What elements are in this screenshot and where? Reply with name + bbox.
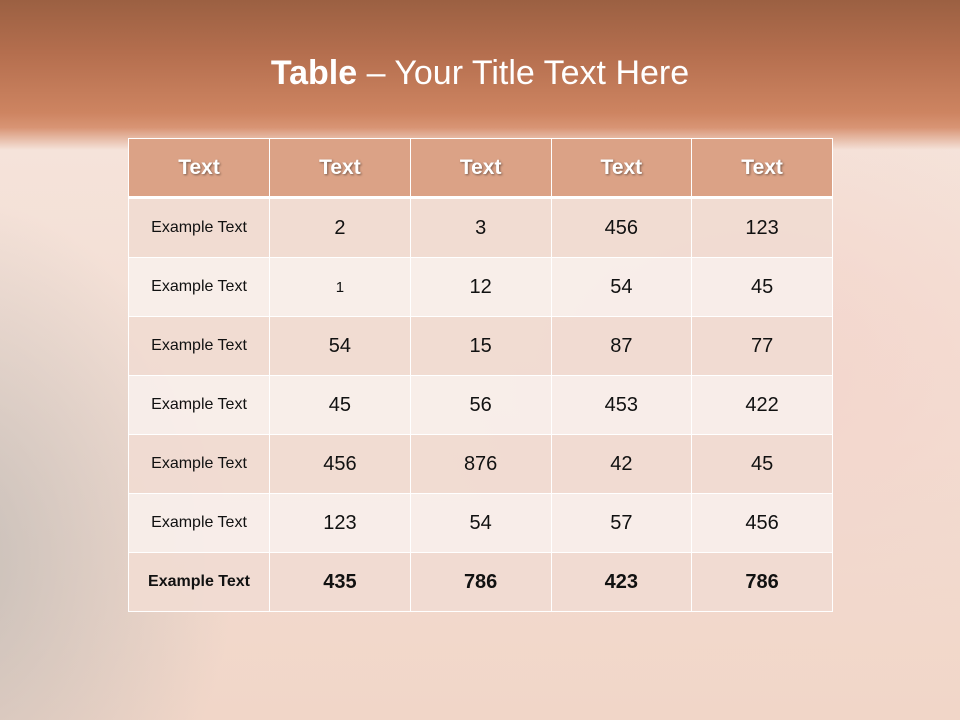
table-cell: 3 <box>409 197 552 258</box>
slide-title: Table – Your Title Text Here <box>0 54 960 93</box>
total-row: Example Text 435 786 423 786 <box>127 552 833 612</box>
table-cell: 57 <box>550 493 693 553</box>
table-cell: 54 <box>409 493 552 553</box>
table-cell: 456 <box>269 434 411 494</box>
table-cell: 1 <box>269 257 411 317</box>
title-rest: – Your Title Text Here <box>357 54 690 92</box>
table-row: Example Text 45 56 453 422 <box>127 375 833 435</box>
row-label: Example Text <box>127 316 271 376</box>
column-header: Text <box>269 138 411 199</box>
table-cell: 77 <box>691 316 833 376</box>
table-row: Example Text 54 15 87 77 <box>127 316 833 376</box>
table-cell: 435 <box>269 552 411 612</box>
table-cell: 456 <box>550 197 693 258</box>
table-cell: 56 <box>409 375 552 435</box>
table-cell: 2 <box>269 197 411 258</box>
row-label: Example Text <box>127 375 271 435</box>
table-cell: 12 <box>409 257 552 317</box>
column-header: Text <box>691 138 833 199</box>
title-band <box>0 0 960 150</box>
table-row: Example Text 123 54 57 456 <box>127 493 833 553</box>
table-cell: 87 <box>550 316 693 376</box>
table-cell: 456 <box>691 493 833 553</box>
row-label: Example Text <box>127 493 271 553</box>
column-header: Text <box>550 138 693 199</box>
table-cell: 453 <box>550 375 693 435</box>
data-table: Text Text Text Text Text Example Text 2 3 456 12… <box>127 138 833 612</box>
column-header: Text <box>409 138 552 199</box>
title-bold: Table <box>270 54 358 92</box>
table-cell: 15 <box>409 316 552 376</box>
table-row: Example Text 1 12 54 45 <box>127 257 833 317</box>
row-label: Example Text <box>127 434 271 494</box>
column-header: Text <box>127 138 271 199</box>
table-cell: 45 <box>691 434 833 494</box>
table-cell: 423 <box>550 552 693 612</box>
row-label: Example Text <box>127 257 271 317</box>
table-cell: 54 <box>269 316 411 376</box>
row-label: Example Text <box>127 552 271 612</box>
table-cell: 45 <box>269 375 411 435</box>
table-cell: 876 <box>409 434 552 494</box>
table-cell: 786 <box>409 552 552 612</box>
table-cell: 786 <box>691 552 833 612</box>
table-cell: 123 <box>269 493 411 553</box>
table-row: Example Text 2 3 456 123 <box>127 197 833 258</box>
header-row: Text Text Text Text Text <box>127 138 833 199</box>
table-cell: 45 <box>691 257 833 317</box>
row-label: Example Text <box>127 197 271 258</box>
table-cell: 54 <box>550 257 693 317</box>
table-cell: 422 <box>691 375 833 435</box>
table-row: Example Text 456 876 42 45 <box>127 434 833 494</box>
table-cell: 123 <box>691 197 833 258</box>
table-cell: 42 <box>550 434 693 494</box>
